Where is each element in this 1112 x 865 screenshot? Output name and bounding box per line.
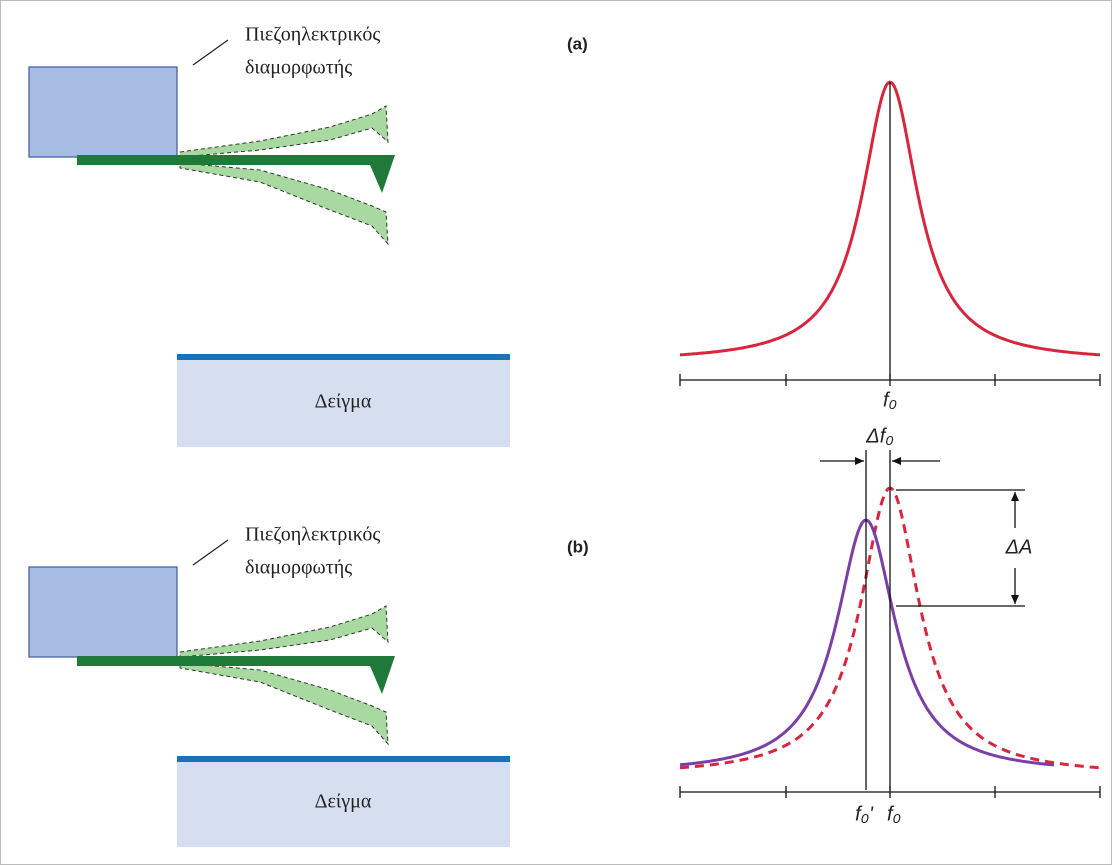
frequency-label: f₀	[887, 803, 901, 825]
cantilever	[77, 155, 395, 193]
piezo-block	[28, 566, 178, 658]
modulator-label: Πιεζοηλεκτρικός	[245, 524, 380, 546]
leader-line	[192, 39, 229, 66]
panel-label: (a)	[567, 34, 588, 53]
resonance-curve-shifted	[679, 518, 1055, 767]
piezo-block	[28, 66, 178, 158]
cantilever-up	[179, 105, 389, 158]
panel-label: (b)	[567, 537, 589, 556]
graph-a: f₀	[679, 80, 1101, 411]
cantilever-down	[179, 162, 389, 246]
cantilever	[77, 656, 395, 694]
frequency-label: f₀'	[855, 803, 874, 825]
panel-a-setup: Πιεζοηλεκτρικός διαμορφωτής Δείγμα	[28, 24, 510, 447]
modulator-label: διαμορφωτής	[245, 557, 352, 579]
sample	[177, 357, 510, 447]
cantilever-down	[179, 662, 389, 746]
sample-label: Δείγμα	[315, 391, 372, 413]
panel-b-setup: Πιεζοηλεκτρικός διαμορφωτής Δείγμα	[28, 524, 510, 847]
frequency-label: f₀	[883, 389, 897, 411]
sample-label: Δείγμα	[315, 791, 372, 813]
modulator-label: διαμορφωτής	[245, 57, 352, 79]
graph-b: Δf₀ ΔA f₀' f₀	[679, 425, 1101, 825]
delta-a-label: ΔA	[1005, 536, 1033, 558]
cantilever-up	[179, 605, 389, 658]
leader-line	[192, 539, 229, 566]
delta-f-label: Δf₀	[865, 425, 893, 447]
sample	[177, 757, 510, 847]
modulator-label: Πιεζοηλεκτρικός	[245, 24, 380, 46]
